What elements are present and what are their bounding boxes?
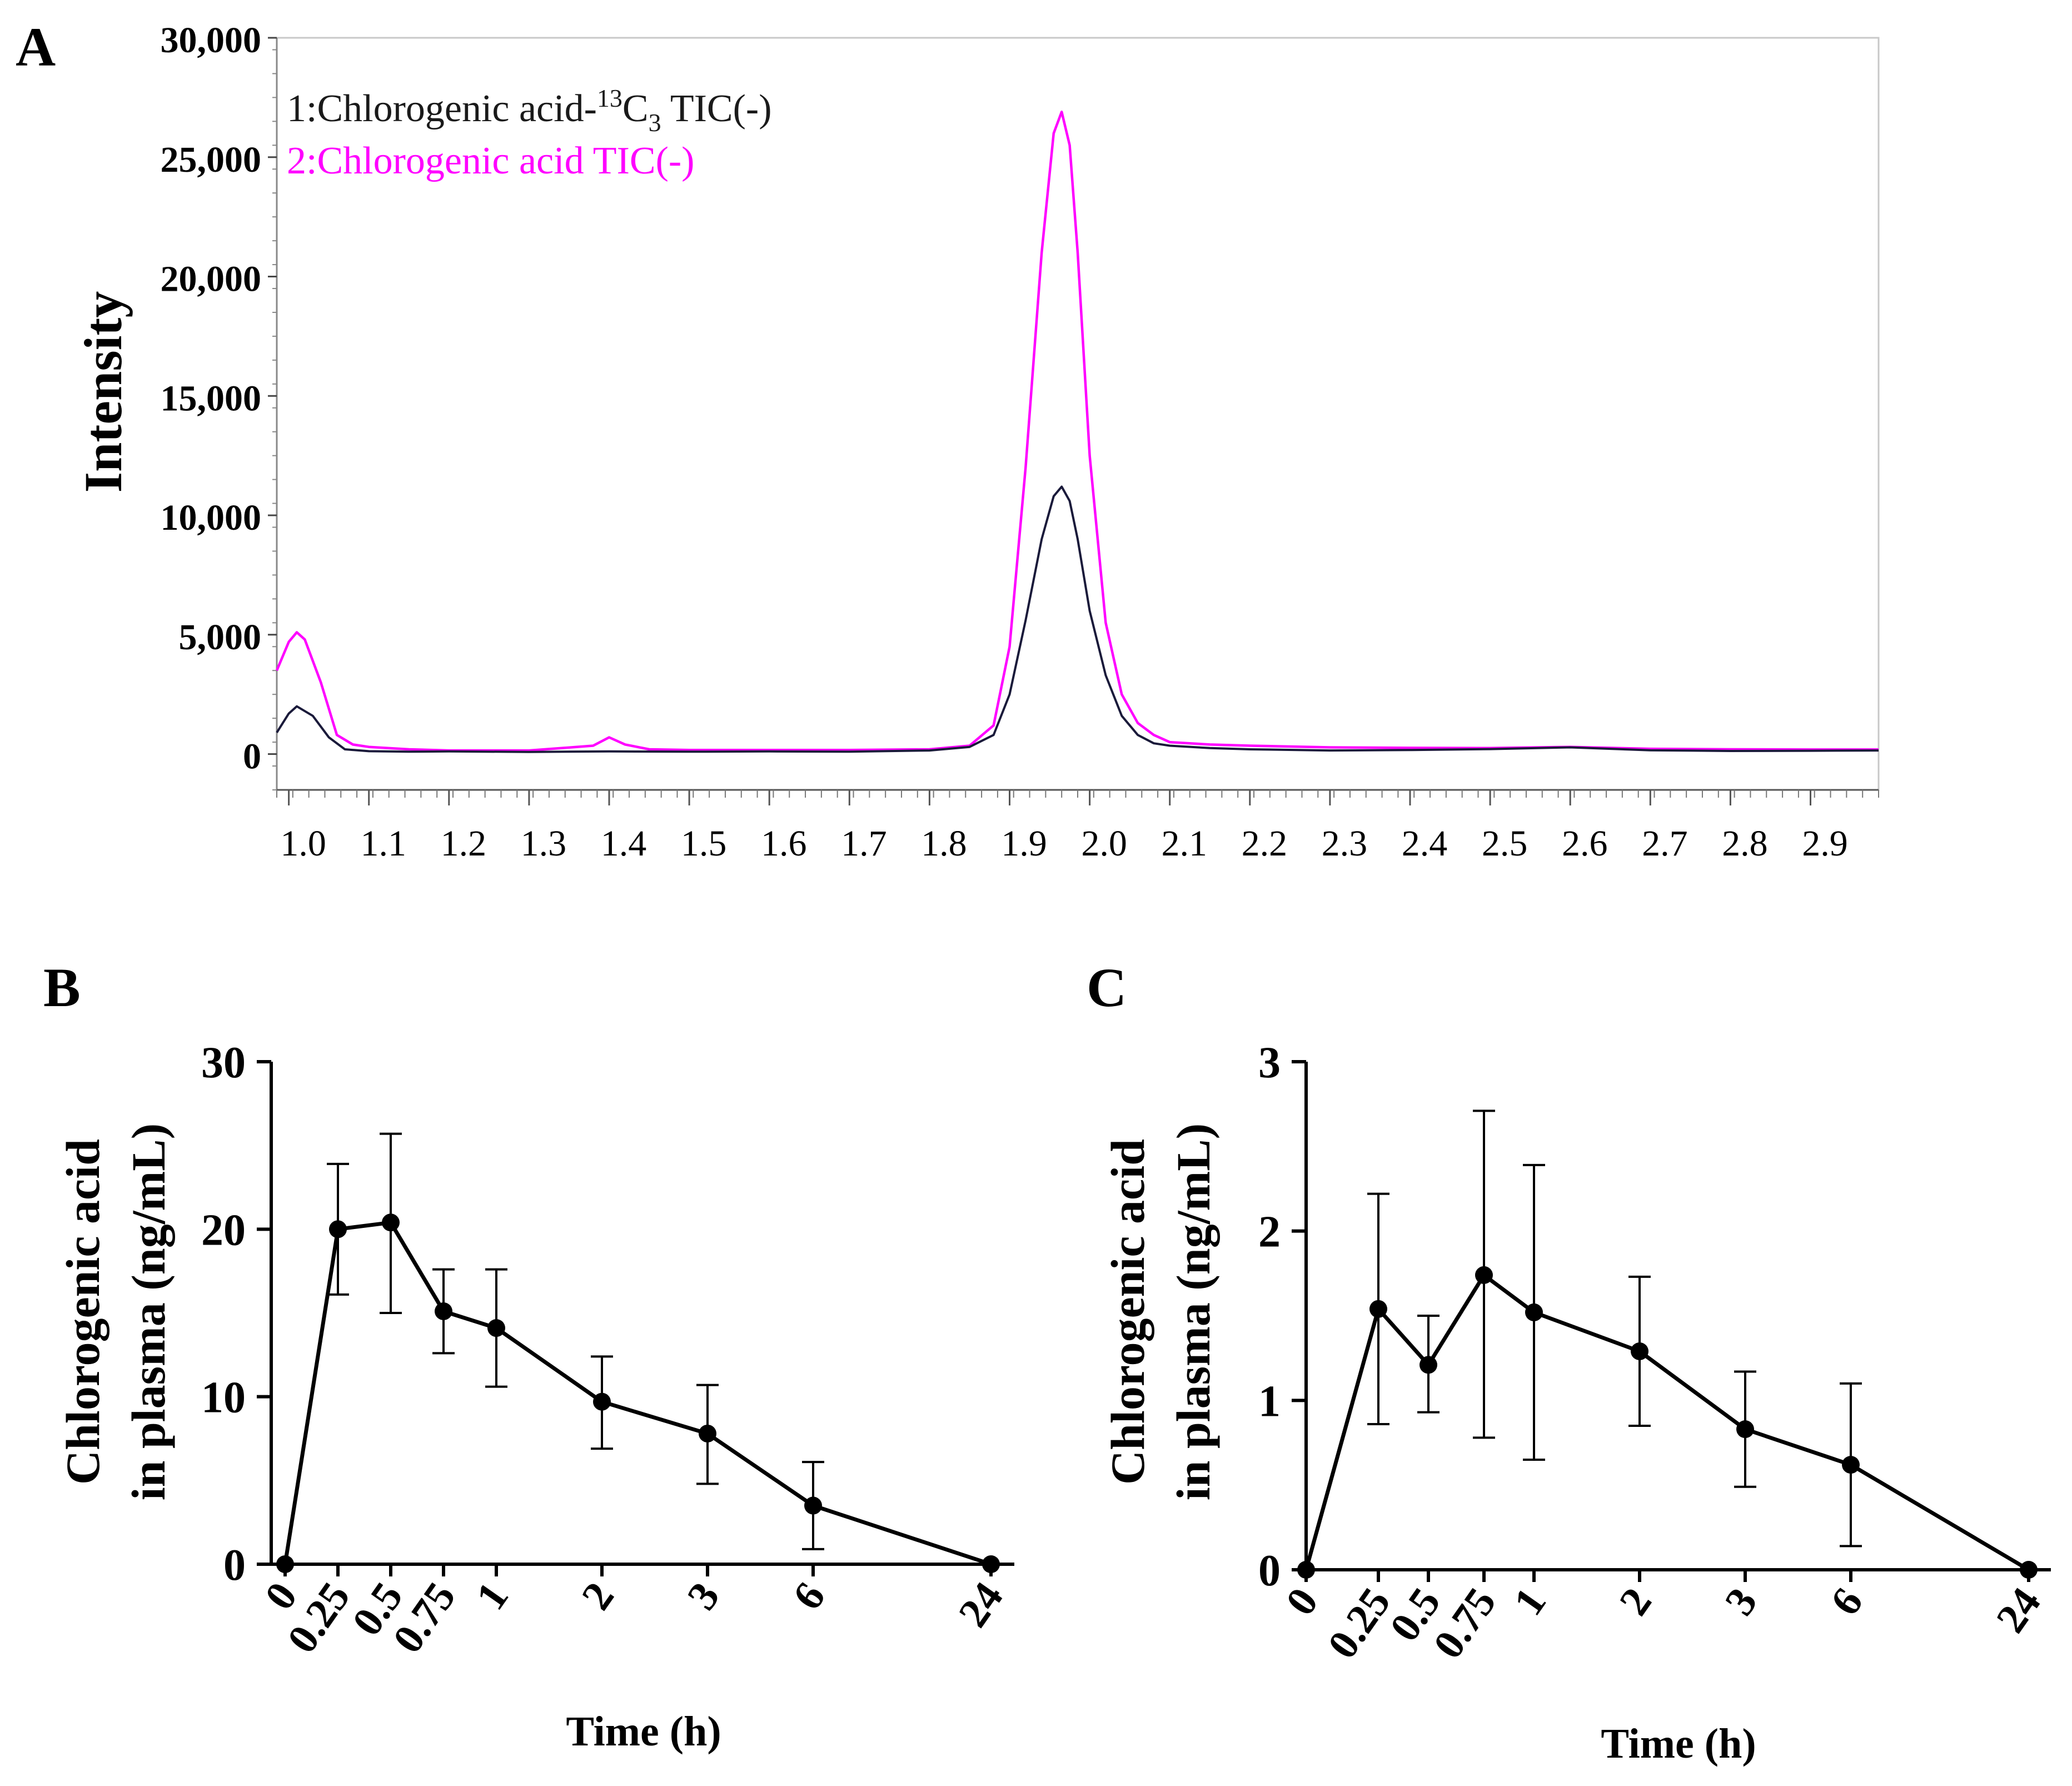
x-tick-label: 0 — [1277, 1580, 1327, 1624]
y-tick-label: 30,000 — [161, 20, 262, 61]
x-tick-label: 2.2 — [1242, 823, 1288, 864]
series-line — [1304, 1273, 2030, 1572]
series-line-labeled — [276, 485, 1879, 753]
x-tick-label: 1.1 — [360, 823, 406, 864]
x-tick-label: 1.5 — [681, 823, 727, 864]
x-tick-label: 3 — [1716, 1580, 1766, 1624]
panel-label-c: C — [1087, 957, 1127, 1018]
data-point — [593, 1392, 611, 1411]
data-point — [329, 1220, 347, 1238]
x-tick-label: 1.6 — [761, 823, 807, 864]
y-axis-title-line1: Chlorogenic acid — [56, 1139, 109, 1485]
data-point — [276, 1555, 294, 1573]
y-tick-label: 3 — [1258, 1038, 1281, 1087]
data-point — [2020, 1561, 2038, 1579]
y-tick-label: 25,000 — [161, 140, 262, 180]
y-tick-label: 0 — [223, 1541, 246, 1590]
y-axis-title-line2: in plasma (ng/mL) — [122, 1123, 175, 1501]
x-tick-label: 1.3 — [521, 823, 567, 864]
x-tick-label: 0.75 — [384, 1574, 465, 1661]
x-tick-label: 1.9 — [1001, 823, 1047, 864]
series-line-chlorogenic — [275, 110, 1879, 752]
x-tick-label: 2.8 — [1722, 823, 1768, 864]
data-point — [1842, 1456, 1860, 1474]
legend-entry-chlorogenic: 2:Chlorogenic acid TIC(-) — [287, 140, 695, 182]
x-tick-label: 1.4 — [601, 823, 647, 864]
chromatogram-panel-a: 0 5,000 10,000 15,000 20,000 25,000 30,000 1.0… — [73, 20, 1880, 864]
x-tick-label: 1.2 — [441, 823, 487, 864]
x-tick-label: 24 — [1988, 1580, 2050, 1641]
y-tick-label: 30 — [201, 1038, 246, 1087]
y-axis-title: Intensity — [73, 291, 133, 493]
x-tick-label: 2.6 — [1562, 823, 1608, 864]
data-point — [804, 1496, 822, 1515]
x-axis-title: Time (h) — [1601, 1720, 1756, 1767]
data-point — [1475, 1266, 1493, 1284]
x-tick-label: 2.4 — [1402, 823, 1448, 864]
data-point — [1525, 1303, 1543, 1321]
x-tick-label: 0.75 — [1424, 1580, 1505, 1667]
y-tick-label: 10 — [201, 1374, 246, 1422]
x-tick-label: 1.8 — [921, 823, 967, 864]
x-tick-label: 1.0 — [280, 823, 326, 864]
legend-entry-labeled: 1:Chlorogenic acid-13C3 TIC(-) — [287, 84, 772, 137]
x-tick-label: 24 — [950, 1574, 1012, 1635]
x-tick-label: 2 — [572, 1574, 623, 1618]
data-point — [982, 1555, 1000, 1573]
y-tick-label: 0 — [1258, 1546, 1281, 1595]
data-point — [435, 1302, 452, 1320]
data-point — [1736, 1420, 1754, 1439]
data-point — [1297, 1561, 1315, 1579]
y-tick-label: 15,000 — [161, 378, 262, 419]
y-tick-label: 2 — [1258, 1208, 1281, 1257]
data-point — [487, 1319, 505, 1337]
y-tick-label: 5,000 — [179, 617, 262, 658]
y-tick-label: 20,000 — [161, 259, 262, 300]
data-point — [1369, 1300, 1387, 1318]
data-point — [699, 1424, 716, 1442]
y-tick-label: 10,000 — [161, 498, 262, 538]
x-tick-label: 2 — [1610, 1580, 1661, 1624]
x-tick-label: 2.1 — [1161, 823, 1207, 864]
x-axis-title: Time (h) — [566, 1708, 721, 1755]
data-point — [1631, 1342, 1648, 1360]
x-tick-label: 2.5 — [1482, 823, 1528, 864]
y-tick-label: 0 — [243, 737, 261, 777]
x-tick-label: 6 — [1821, 1580, 1872, 1624]
x-tick-label: 1.7 — [841, 823, 887, 864]
panel-label-a: A — [16, 16, 56, 78]
x-tick-label: 3 — [678, 1574, 729, 1618]
legend: 1:Chlorogenic acid-13C3 TIC(-) 2:Chlorog… — [287, 84, 772, 182]
x-tick-label: 1 — [467, 1574, 517, 1618]
x-tick-label: 2.7 — [1642, 823, 1688, 864]
y-axis-title-line2: in plasma (ng/mL) — [1167, 1123, 1220, 1501]
x-tick-label: 6 — [784, 1574, 834, 1618]
data-point — [382, 1213, 400, 1232]
x-tick-label: 1 — [1505, 1580, 1555, 1624]
x-tick-label: 2.0 — [1081, 823, 1127, 864]
data-point — [1419, 1356, 1437, 1374]
y-tick-label: 1 — [1258, 1377, 1281, 1426]
x-tick-label: 2.3 — [1322, 823, 1368, 864]
panel-label-b: B — [43, 957, 81, 1018]
y-tick-label: 20 — [201, 1206, 246, 1255]
x-tick-label: 2.9 — [1802, 823, 1848, 864]
y-axis-title-line1: Chlorogenic acid — [1101, 1139, 1154, 1485]
